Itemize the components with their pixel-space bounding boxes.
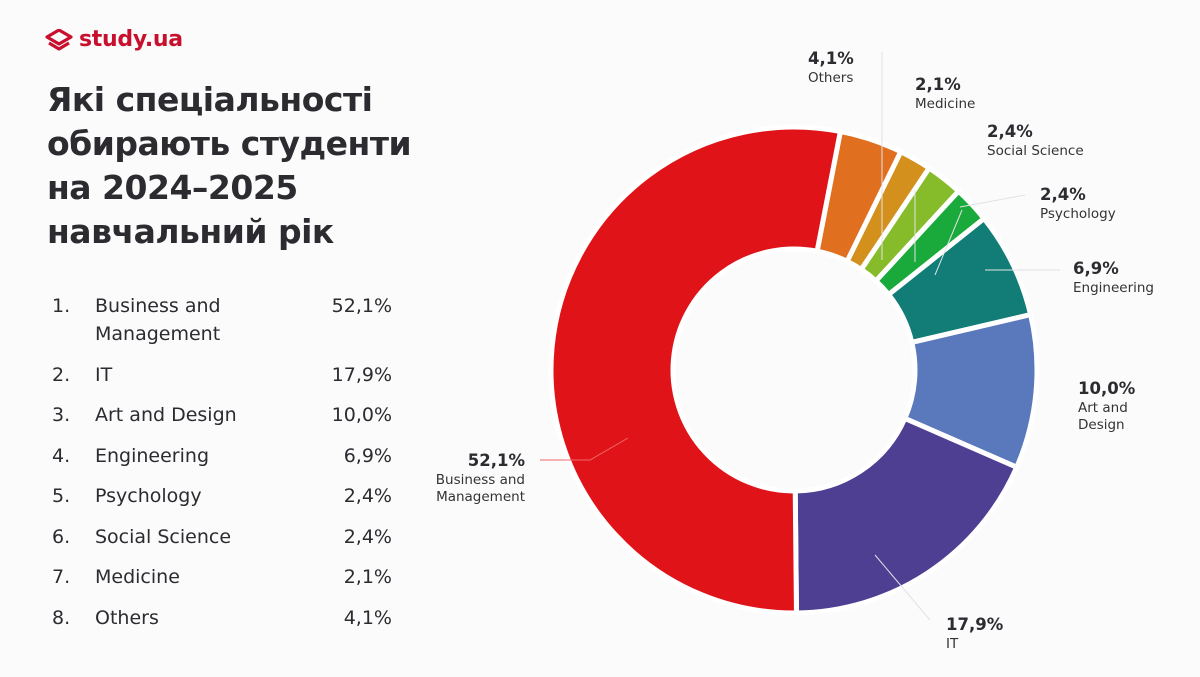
brand-logo: study.ua xyxy=(45,27,183,52)
specialty-name: IT xyxy=(95,363,113,386)
leader-line xyxy=(959,194,1026,208)
data-label-name: Medicine xyxy=(915,96,976,112)
data-label-value: 4,1% xyxy=(808,49,854,68)
specialty-value: 17,9% xyxy=(331,363,392,386)
leader-line xyxy=(874,554,931,621)
data-label-name: Business and Management xyxy=(435,472,525,505)
data-label-value: 17,9% xyxy=(946,615,1004,634)
specialty-value: 6,9% xyxy=(343,444,392,467)
data-label-value: 6,9% xyxy=(1073,259,1119,278)
data-label-name: Engineering xyxy=(1073,280,1154,296)
leader-line xyxy=(934,209,963,276)
data-label-name: Psychology xyxy=(1040,206,1116,222)
page-title: Які спеціальності обирають студенти на 2… xyxy=(47,80,412,251)
rank-number: 3. xyxy=(52,404,71,426)
data-label-name: IT xyxy=(946,636,959,652)
ranking-list: 1. Business and Management 52,1% 2. IT 17,9% 3… xyxy=(52,292,392,644)
specialty-value: 2,4% xyxy=(343,485,392,507)
list-item: 4. Engineering 6,9% xyxy=(52,442,392,470)
rank-number: 5. xyxy=(52,485,71,507)
list-item: 5. Psychology 2,4% xyxy=(52,482,392,510)
list-item: 6. Social Science 2,4% xyxy=(52,523,392,551)
slice-it xyxy=(792,415,1020,616)
data-label-value: 2,4% xyxy=(987,122,1033,141)
data-label: 4,1% Others xyxy=(808,48,854,87)
list-item: 8. Others 4,1% xyxy=(52,604,392,632)
specialty-name: Social Science xyxy=(95,525,232,548)
data-label-value: 2,4% xyxy=(1040,185,1086,204)
data-label: 2,4% Psychology xyxy=(1040,184,1116,223)
data-label-value: 52,1% xyxy=(467,451,525,470)
list-item: 1. Business and Management 52,1% xyxy=(52,292,392,348)
study-logo-icon xyxy=(45,28,73,51)
rank-number: 4. xyxy=(52,444,71,467)
list-item: 2. IT 17,9% xyxy=(52,361,392,389)
list-item: 7. Medicine 2,1% xyxy=(52,563,392,591)
specialty-value: 4,1% xyxy=(343,606,392,629)
data-label-value: 2,1% xyxy=(915,75,961,94)
specialty-value: 2,4% xyxy=(343,525,392,548)
data-label-name: Social Science xyxy=(987,143,1084,159)
specialty-name: Business and Management xyxy=(95,295,221,345)
data-label: 52,1% Business and Management xyxy=(300,450,525,506)
data-label-name: Others xyxy=(808,70,854,86)
data-label-value: 10,0% xyxy=(1078,379,1136,398)
specialty-value: 2,1% xyxy=(343,566,392,588)
rank-number: 1. xyxy=(52,295,71,317)
rank-number: 6. xyxy=(52,525,71,548)
list-item: 3. Art and Design 10,0% xyxy=(52,401,392,429)
slice-business-and-management xyxy=(548,124,844,616)
rank-number: 8. xyxy=(52,606,71,629)
data-label: 6,9% Engineering xyxy=(1073,258,1154,297)
data-label-name: Art and Design xyxy=(1078,400,1128,433)
specialty-value: 10,0% xyxy=(331,404,392,426)
rank-number: 2. xyxy=(52,363,71,386)
data-label: 17,9% IT xyxy=(946,614,1003,653)
brand-name: study.ua xyxy=(79,27,183,52)
data-label: 10,0% Art and Design xyxy=(1078,378,1148,434)
data-label: 2,1% Medicine xyxy=(915,74,975,113)
specialty-name: Medicine xyxy=(95,566,180,588)
specialty-name: Others xyxy=(95,606,159,629)
specialty-value: 52,1% xyxy=(331,295,392,317)
specialty-name: Psychology xyxy=(95,485,202,507)
specialty-name: Art and Design xyxy=(95,404,237,426)
rank-number: 7. xyxy=(52,566,71,588)
leader-line xyxy=(540,437,629,461)
data-label: 2,4% Social Science xyxy=(987,121,1084,160)
specialty-name: Engineering xyxy=(95,444,209,467)
